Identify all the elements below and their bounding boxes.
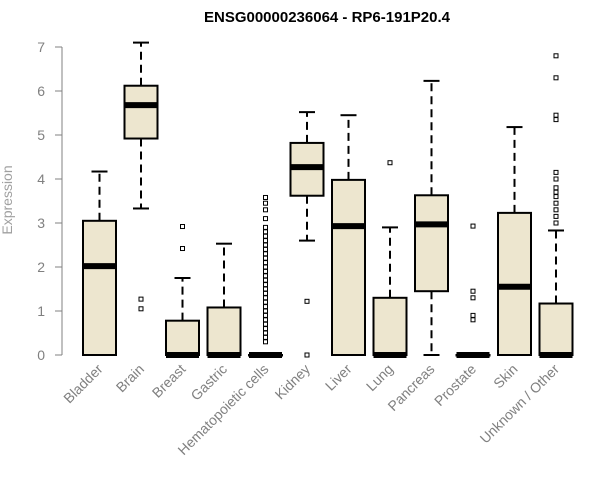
box-kidney	[289, 111, 325, 358]
outlier-point	[553, 185, 559, 191]
box-body	[331, 178, 366, 356]
x-tick-label: Breast	[149, 361, 189, 401]
outlier-point	[553, 189, 559, 195]
outlier-point	[263, 295, 268, 301]
x-tick-label: Unknown / Other	[477, 361, 563, 447]
outlier-point	[470, 295, 476, 301]
x-tick-label: Brain	[113, 361, 147, 395]
x-tick-label: Bladder	[60, 361, 106, 407]
outlier-point	[263, 308, 268, 314]
outlier-point	[138, 306, 144, 312]
outlier-point	[553, 220, 559, 226]
box-body	[165, 319, 200, 356]
outlier-point	[304, 298, 310, 304]
outlier-point	[470, 288, 476, 294]
x-tick-label: Lung	[363, 361, 396, 394]
boxes-group	[82, 41, 574, 358]
outlier-point	[553, 207, 559, 213]
outlier-point	[304, 352, 310, 358]
outlier-point	[263, 194, 268, 200]
outlier-point	[180, 224, 185, 230]
y-tick-label: 2	[37, 259, 45, 275]
outlier-point	[553, 117, 559, 123]
outlier-point	[263, 200, 268, 206]
y-tick-label: 1	[37, 303, 45, 319]
box-body	[82, 219, 117, 356]
outlier-point	[263, 268, 268, 274]
outlier-point	[263, 264, 268, 270]
outlier-point	[263, 238, 268, 244]
box-lung	[372, 160, 408, 358]
outlier-point	[263, 251, 268, 257]
y-axis-ticks: 0 1 2 3 4 5 6 7	[37, 39, 62, 363]
outlier-point	[263, 282, 268, 288]
outlier-point	[263, 317, 268, 323]
box-bladder	[82, 170, 117, 356]
outlier-point	[470, 317, 476, 323]
y-tick-label: 3	[37, 215, 45, 231]
outlier-point	[263, 246, 268, 252]
box-unknown-other	[538, 53, 574, 358]
outlier-point	[263, 304, 268, 310]
box-liver	[331, 114, 366, 356]
x-tick-label: Prostate	[431, 361, 479, 409]
box-body	[538, 302, 574, 356]
outlier-point	[263, 242, 268, 248]
outlier-point	[263, 224, 268, 230]
chart-title: ENSG00000236064 - RP6-191P20.4	[204, 9, 451, 26]
outlier-point	[470, 312, 476, 318]
box-hematopoietic-cells	[248, 194, 283, 358]
outlier-point	[263, 216, 268, 222]
outlier-point	[263, 207, 268, 213]
outlier-point	[553, 112, 559, 118]
y-tick-label: 5	[37, 127, 45, 143]
outlier-point	[263, 334, 268, 340]
outlier-point	[553, 53, 559, 59]
outlier-point	[263, 339, 268, 345]
outlier-point	[263, 326, 268, 332]
outlier-point	[553, 169, 559, 175]
outlier-point	[470, 223, 476, 229]
y-axis-title: Expression	[0, 165, 15, 234]
box-body	[123, 84, 159, 140]
y-tick-label: 6	[37, 83, 45, 99]
outlier-point	[263, 321, 268, 327]
box-pancreas	[414, 79, 449, 356]
outlier-point	[263, 273, 268, 279]
outlier-point	[553, 176, 559, 182]
outlier-point	[553, 200, 559, 206]
box-breast	[165, 224, 200, 358]
box-brain	[123, 41, 159, 312]
outlier-point	[263, 233, 268, 239]
x-tick-label: Liver	[322, 361, 355, 394]
outlier-point	[263, 299, 268, 305]
outlier-point	[553, 213, 559, 219]
outlier-point	[553, 75, 559, 81]
outlier-point	[263, 229, 268, 235]
outlier-point	[263, 277, 268, 283]
y-tick-label: 0	[37, 347, 45, 363]
outlier-point	[387, 160, 393, 166]
box-body	[372, 296, 408, 356]
outlier-point	[138, 296, 144, 302]
outlier-point	[263, 330, 268, 336]
box-body	[206, 306, 242, 357]
y-tick-label: 4	[37, 171, 45, 187]
x-tick-label: Skin	[490, 361, 521, 392]
x-tick-label: Kidney	[272, 361, 314, 403]
y-tick-label: 7	[37, 39, 45, 55]
outlier-point	[263, 255, 268, 261]
box-gastric	[206, 242, 242, 358]
outlier-point	[263, 290, 268, 296]
outlier-point	[553, 194, 559, 200]
outlier-point	[180, 246, 185, 252]
outlier-point	[263, 260, 268, 266]
outlier-point	[263, 286, 268, 292]
outlier-point	[263, 312, 268, 318]
box-skin	[497, 126, 532, 356]
box-prostate	[455, 223, 491, 358]
box-body	[414, 194, 449, 293]
